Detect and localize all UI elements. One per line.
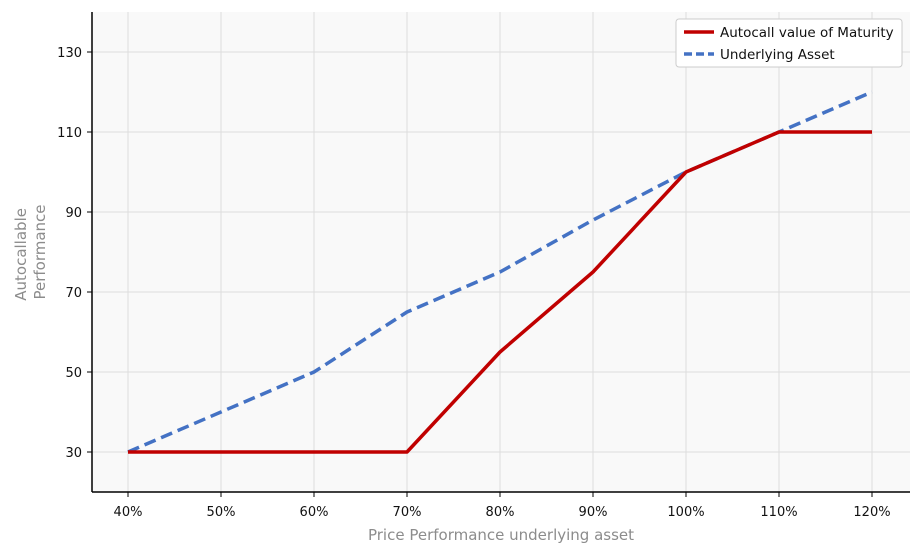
legend-box bbox=[675, 18, 903, 68]
x-axis-ticks: 40% 50% 60% 70% 80% 90% 100% 110% 120% bbox=[114, 492, 891, 520]
legend: Autocall value of Maturity Underlying As… bbox=[675, 18, 903, 68]
y-tick-label: 50 bbox=[65, 366, 82, 381]
x-tick-label: 50% bbox=[207, 505, 236, 520]
series-line-autocall bbox=[128, 130, 872, 454]
grid bbox=[92, 12, 910, 492]
plot-background bbox=[92, 12, 910, 492]
y-tick-label: 90 bbox=[65, 206, 82, 221]
y-tick-label: 110 bbox=[57, 126, 82, 141]
y-axis-ticks: 30 50 70 90 110 130 bbox=[57, 46, 92, 461]
x-tick-label: 100% bbox=[667, 505, 704, 520]
x-axis-title: Price Performance underlying asset bbox=[368, 526, 634, 544]
x-tick-label: 70% bbox=[393, 505, 422, 520]
x-tick-label: 60% bbox=[300, 505, 329, 520]
y-tick-label: 70 bbox=[65, 286, 82, 301]
series-lines bbox=[127, 90, 873, 454]
y-axis-title: Autocallable Performance bbox=[12, 203, 49, 301]
x-tick-label: 90% bbox=[579, 505, 608, 520]
y-tick-label: 130 bbox=[57, 46, 82, 61]
x-tick-label: 80% bbox=[486, 505, 515, 520]
x-tick-label: 120% bbox=[853, 505, 890, 520]
y-axis-title-line-1: Autocallable bbox=[12, 208, 30, 301]
x-tick-label: 40% bbox=[114, 505, 143, 520]
legend-label-underlying: Underlying Asset bbox=[720, 47, 835, 63]
y-axis-title-line-2: Performance bbox=[31, 204, 49, 299]
y-tick-label: 30 bbox=[65, 446, 82, 461]
x-tick-label: 110% bbox=[760, 505, 797, 520]
legend-label-autocall: Autocall value of Maturity bbox=[720, 25, 894, 41]
